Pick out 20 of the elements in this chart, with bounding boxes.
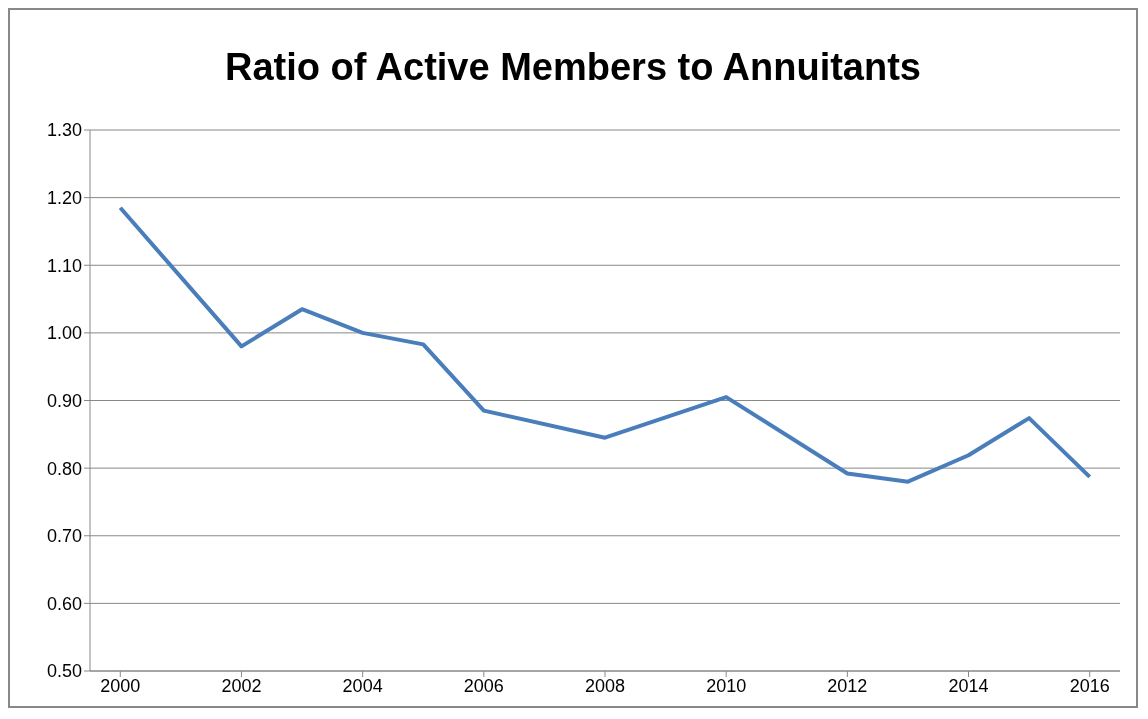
y-tick-label: 0.50 xyxy=(46,661,82,682)
y-tick-label: 1.00 xyxy=(46,323,82,344)
y-tick-label: 0.90 xyxy=(46,390,82,411)
x-tick-label: 2016 xyxy=(1069,675,1110,696)
x-tick-label: 2004 xyxy=(342,675,383,696)
x-tick-label: 2012 xyxy=(827,675,868,696)
x-tick-label: 2000 xyxy=(100,675,141,696)
x-tick-label: 2008 xyxy=(584,675,626,696)
y-tick-label: 0.70 xyxy=(46,526,82,547)
y-tick-label: 1.10 xyxy=(46,255,82,276)
line-series xyxy=(118,205,1092,484)
y-tick-label: 1.20 xyxy=(46,188,82,209)
x-tick-label: 2010 xyxy=(706,675,747,696)
y-tick-label: 0.80 xyxy=(46,458,82,479)
chart-title: Ratio of Active Members to Annuitants xyxy=(224,45,922,90)
y-tick-label: 0.60 xyxy=(46,593,82,614)
x-tick-label: 2002 xyxy=(221,675,262,696)
y-tick-label: 1.30 xyxy=(46,120,82,141)
x-tick-label: 2014 xyxy=(948,675,989,696)
x-tick-label: 2006 xyxy=(463,675,504,696)
